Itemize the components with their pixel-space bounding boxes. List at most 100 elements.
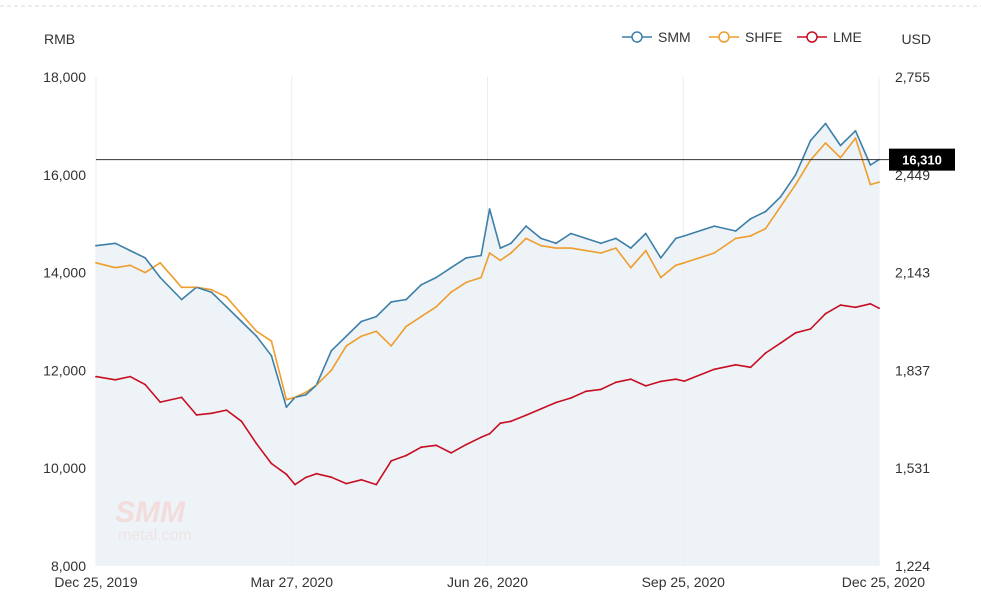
smm-data-point (210, 291, 213, 294)
shfe-data-point (764, 227, 767, 230)
x-tick-label: Jun 26, 2020 (447, 574, 528, 590)
shfe-data-point (225, 296, 228, 298)
shfe-data-point (450, 291, 452, 294)
shfe-data-point (159, 261, 162, 264)
smm-data-point (488, 208, 491, 210)
shfe-data-point (749, 235, 752, 237)
smm-data-point (240, 320, 243, 323)
shfe-data-point (659, 276, 662, 279)
right-tick-label: 2,143 (895, 265, 930, 281)
shfe-data-point (405, 325, 408, 328)
smm-data-point (129, 249, 132, 252)
left-tick-label: 8,000 (51, 558, 86, 574)
shfe-data-point (644, 249, 647, 252)
right-tick-label: 2,755 (895, 69, 930, 85)
smm-data-point (375, 315, 378, 318)
smm-data-point (659, 257, 662, 259)
smm-data-point (570, 232, 572, 235)
current-value-callout: 16,310 (889, 148, 955, 171)
lme-data-point (600, 388, 602, 391)
lme-data-point (345, 482, 348, 485)
lme-data-point (878, 307, 880, 310)
lme-data-point (615, 381, 617, 384)
lme-data-point (794, 331, 797, 334)
svg-text:SMM: SMM (115, 496, 186, 529)
shfe-data-point (794, 183, 797, 186)
lme-data-point (570, 397, 572, 399)
shfe-data-point (129, 264, 132, 267)
lme-data-point (824, 312, 827, 315)
lme-data-point (330, 476, 333, 479)
smm-data-point (159, 276, 162, 279)
lme-data-point (854, 306, 857, 309)
smm-data-point (144, 257, 147, 259)
right-axis-unit: USD (901, 31, 931, 47)
smm-data-point (585, 237, 587, 240)
shfe-data-point (499, 259, 502, 262)
lme-data-point (285, 473, 288, 476)
legend-item-lme[interactable]: LME (797, 29, 862, 45)
legend-marker-smm (631, 31, 643, 43)
smm-data-point (683, 235, 686, 237)
lme-data-point (180, 396, 183, 399)
lme-data-point (540, 408, 542, 410)
shfe-data-point (390, 345, 393, 347)
smm-data-point (270, 354, 273, 357)
x-tick-label: Sep 25, 2020 (642, 574, 726, 590)
smm-data-point (330, 349, 333, 352)
series-points (95, 122, 880, 486)
smm-data-point (674, 237, 677, 240)
shfe-data-point (600, 252, 602, 254)
lme-data-point (683, 380, 686, 382)
left-tick-label: 16,000 (43, 167, 86, 183)
shfe-data-point (195, 286, 198, 289)
lme-data-point (210, 412, 213, 415)
shfe-data-point (330, 369, 333, 372)
shfe-data-point (674, 264, 677, 267)
shfe-data-point (345, 345, 348, 347)
shfe-data-point (270, 340, 273, 342)
lme-data-point (764, 352, 767, 354)
shfe-data-point (854, 137, 857, 140)
legend-item-smm[interactable]: SMM (622, 29, 691, 45)
shfe-data-point (525, 237, 527, 240)
legend-item-shfe[interactable]: SHFE (709, 29, 782, 45)
x-tick-label: Dec 25, 2019 (54, 574, 137, 590)
smm-data-point (405, 298, 408, 301)
lme-data-point (555, 401, 557, 404)
shfe-series-line (95, 137, 880, 401)
right-tick-label: 1,837 (895, 362, 930, 378)
lme-data-point (390, 460, 393, 462)
current-value-badge (889, 148, 955, 171)
smm-data-point (360, 320, 363, 323)
shfe-data-point (360, 335, 363, 338)
shfe-data-point (435, 305, 438, 308)
lme-data-point (510, 420, 512, 423)
lme-data-point (240, 420, 243, 423)
smm-data-point (465, 257, 467, 259)
shfe-data-point (95, 261, 97, 264)
shfe-data-point (629, 266, 632, 269)
legend[interactable]: SMM SHFE LME (622, 29, 862, 45)
shfe-data-point (240, 313, 243, 316)
left-axis-unit: RMB (44, 31, 75, 47)
lme-series-line (95, 303, 880, 486)
lme-data-point (749, 366, 752, 369)
lme-data-point (779, 342, 782, 344)
shfe-data-point (480, 276, 482, 279)
smm-data-point (629, 247, 632, 250)
shfe-data-point (869, 183, 872, 186)
lme-data-point (644, 385, 647, 387)
shfe-data-point (114, 266, 117, 269)
lme-data-point (839, 304, 842, 306)
lme-data-point (270, 462, 273, 465)
legend-label-shfe: SHFE (745, 29, 782, 45)
lme-data-point (129, 375, 132, 378)
shfe-data-point (210, 288, 213, 291)
shfe-data-point (315, 384, 318, 386)
smm-data-point (824, 122, 827, 125)
shfe-data-point (713, 252, 716, 254)
lme-data-point (255, 442, 258, 445)
lme-data-point (809, 328, 812, 330)
